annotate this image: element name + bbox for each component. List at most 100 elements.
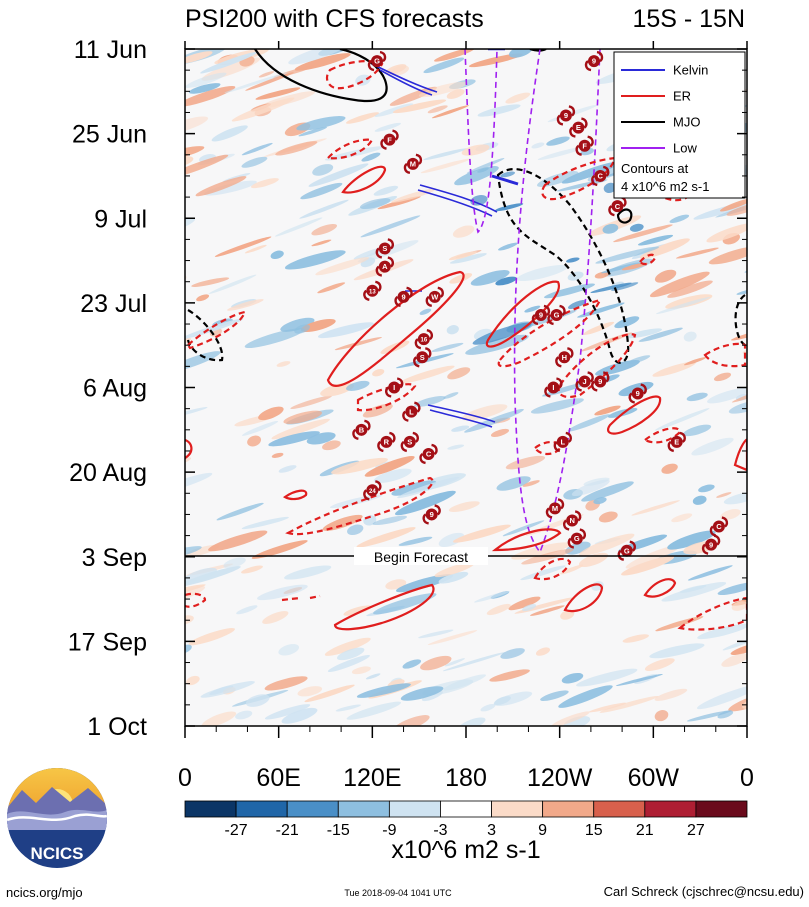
storm-label: M <box>552 504 558 513</box>
er-contour <box>642 427 682 444</box>
field-patch <box>278 465 297 473</box>
field-patch <box>322 514 363 531</box>
legend: Kelvin ER MJO Low Contours at 4 x10^6 m2 s-… <box>613 51 746 199</box>
er-contour <box>563 583 604 613</box>
field-patch <box>423 57 465 74</box>
storm-label: B <box>359 425 365 434</box>
er-contour <box>485 280 560 348</box>
field-patch <box>649 271 710 298</box>
field-patch <box>373 468 412 483</box>
field-patch <box>258 406 284 421</box>
storm-label: N <box>569 516 574 525</box>
colorbar-swatch <box>337 800 390 818</box>
field-patch <box>520 565 566 581</box>
field-patch <box>356 527 416 548</box>
field-patch <box>431 105 469 119</box>
storm-marker: F <box>575 135 594 156</box>
field-patch <box>629 223 644 232</box>
x-tick-label: 0 <box>740 764 754 792</box>
storm-spiral <box>547 304 566 326</box>
field-patch <box>675 247 719 259</box>
field-patch <box>241 142 273 156</box>
field-patch <box>717 582 747 596</box>
field-patch <box>200 681 255 698</box>
field-patch <box>723 491 747 505</box>
field-patch <box>603 182 617 194</box>
field-patch <box>444 658 465 667</box>
field-patch <box>276 361 291 367</box>
colorbar-swatch <box>286 800 339 818</box>
field-patch <box>394 490 456 516</box>
field-patch <box>434 562 475 578</box>
ncics-logo: NCICS <box>7 768 107 868</box>
storm-dot <box>355 423 368 436</box>
field-patch <box>264 676 308 691</box>
storm-dot <box>428 290 441 303</box>
field-patch <box>638 327 683 342</box>
field-patch <box>315 257 370 276</box>
field-patch <box>529 605 565 616</box>
storm-label: G <box>554 311 560 320</box>
field-patch <box>698 484 715 493</box>
storm-label: E <box>576 123 581 132</box>
storm-marker: 9 <box>584 50 604 72</box>
chart-title: PSI200 with CFS forecasts <box>185 5 484 33</box>
storm-spiral <box>628 383 647 404</box>
storm-marker: 13 <box>363 280 382 301</box>
field-patch <box>480 703 496 712</box>
field-patch <box>560 610 575 620</box>
storm-label: 9 <box>401 292 405 301</box>
storm-marker: G <box>367 50 387 72</box>
field-patch <box>216 502 264 521</box>
field-patch <box>185 586 206 606</box>
storm-spiral <box>555 347 574 368</box>
storm-label: 9 <box>564 111 568 120</box>
storm-label: C <box>716 522 722 531</box>
er-contour <box>533 557 572 581</box>
legend-note-line2: 4 x10^6 m2 s-1 <box>621 179 709 194</box>
colorbar-label: -21 <box>276 822 299 839</box>
storm-dot <box>378 242 391 255</box>
storm-label: 9 <box>430 510 434 519</box>
er-contour <box>325 60 384 90</box>
field-patch <box>446 325 459 335</box>
colorbar-swatch <box>235 800 288 818</box>
field-patch <box>185 644 192 655</box>
field-patch <box>300 318 336 333</box>
field-patch <box>329 494 383 509</box>
storm-spiral <box>567 528 586 549</box>
field-patch <box>558 685 613 708</box>
er-contour <box>325 138 374 160</box>
er-contour <box>326 270 465 387</box>
field-patch <box>654 408 710 431</box>
storm-spiral <box>701 534 721 555</box>
storm-dot <box>705 538 718 551</box>
storm-marker: L <box>553 431 572 453</box>
storm-spiral <box>667 431 686 453</box>
er-contour <box>491 528 562 552</box>
field-patch <box>505 455 546 470</box>
field-patch <box>486 603 511 616</box>
field-patch <box>522 604 537 612</box>
storm-marker: 9 <box>591 371 610 392</box>
field-patch <box>611 282 639 291</box>
storm-dot <box>578 375 591 388</box>
field-patch <box>551 711 590 726</box>
field-patch <box>359 198 391 210</box>
storm-dot <box>371 55 384 68</box>
field-patch <box>402 659 422 669</box>
field-patch <box>631 500 680 516</box>
field-patch <box>686 710 732 722</box>
field-patch <box>654 269 677 283</box>
field-patch <box>356 683 411 698</box>
x-tick-label: 120W <box>527 764 593 792</box>
field-patch <box>227 299 264 311</box>
field-patch <box>505 92 531 104</box>
storm-marker: 24 <box>363 480 382 501</box>
x-tick-label: 120E <box>343 764 401 792</box>
field-patch <box>334 337 382 351</box>
field-patch <box>418 81 468 98</box>
field-patch <box>522 480 540 487</box>
storm-marker: G <box>547 304 566 326</box>
storm-dot <box>578 139 591 152</box>
